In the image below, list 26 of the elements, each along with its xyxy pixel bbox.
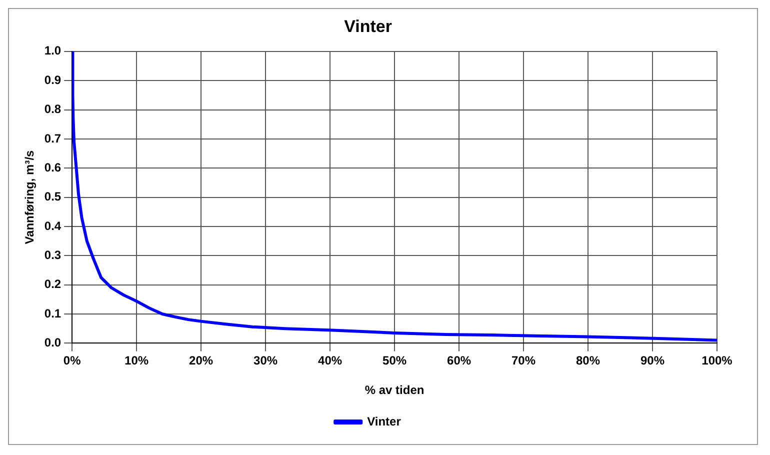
x-tick-label: 30%: [254, 354, 278, 368]
y-tick-label: 0.5: [44, 190, 62, 204]
x-tick-label: 90%: [640, 354, 665, 368]
y-tick-label: 0.9: [44, 72, 62, 87]
legend-label: Vinter: [367, 414, 402, 428]
x-tick-label: 100%: [702, 354, 733, 368]
x-tick-label: 70%: [512, 354, 536, 368]
x-tick-label: 0%: [63, 354, 82, 368]
y-tick-label: 0.0: [44, 336, 62, 350]
x-axis-title: % av tiden: [364, 383, 424, 398]
y-tick-label: 0.3: [44, 248, 62, 262]
x-tick-label: 60%: [447, 354, 472, 368]
y-tick-label: 0.7: [44, 131, 62, 146]
chart-title: Vinter: [344, 16, 392, 36]
y-tick-label: 0.6: [44, 160, 62, 174]
y-tick-label: 0.8: [44, 102, 62, 116]
y-axis-title: Vannføring, m³/s: [22, 150, 37, 244]
y-tick-label: 0.4: [44, 218, 62, 233]
y-tick-label: 0.1: [44, 306, 62, 320]
x-tick-label: 80%: [576, 354, 600, 368]
x-tick-label: 20%: [189, 354, 214, 368]
y-tick-label: 0.2: [44, 277, 62, 292]
x-tick-label: 40%: [318, 354, 342, 368]
x-tick-label: 10%: [124, 354, 149, 368]
y-tick-label: 1.0: [44, 44, 62, 58]
x-tick-label: 50%: [382, 354, 407, 368]
